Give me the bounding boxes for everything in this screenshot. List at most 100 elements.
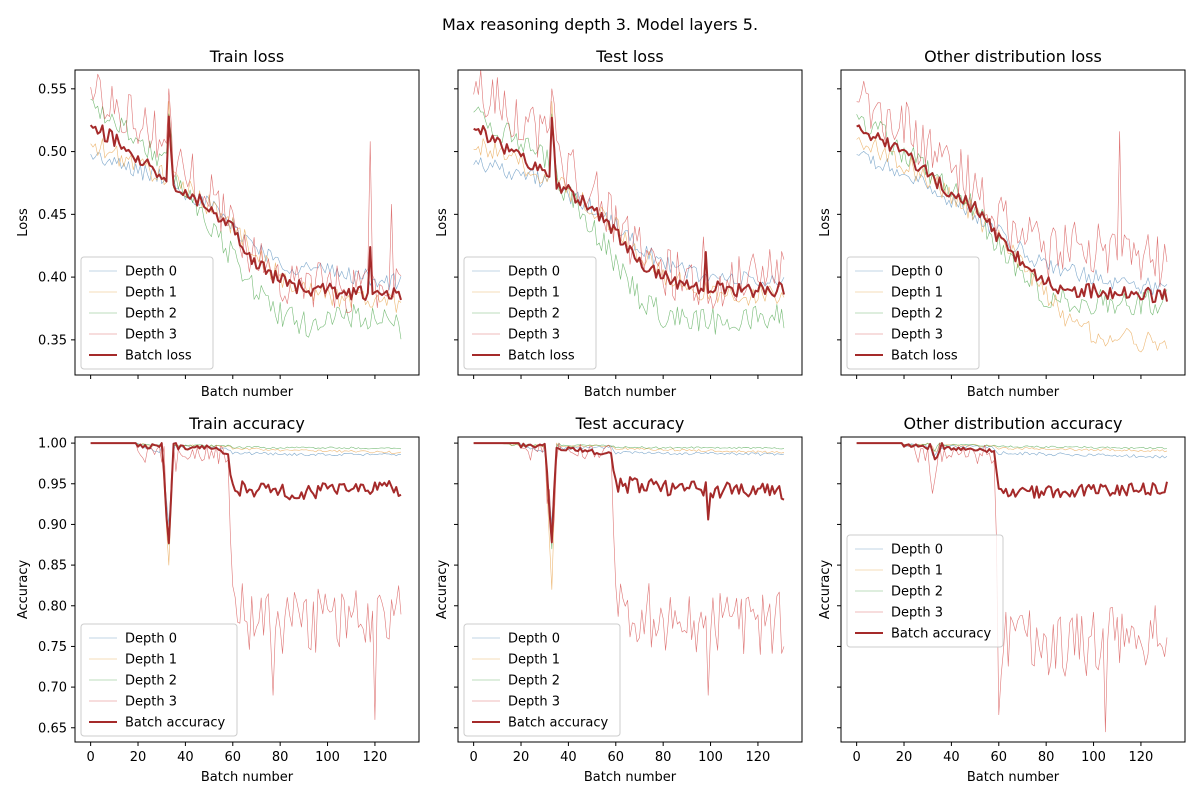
y-tick-label: 0.35 xyxy=(38,333,67,348)
series-line-depth-1 xyxy=(473,442,785,590)
series-line-depth-1 xyxy=(90,101,402,313)
y-tick-label: 0.90 xyxy=(38,518,67,533)
series-line-depth-1 xyxy=(90,442,402,566)
subplot-title: Other distribution accuracy xyxy=(904,414,1123,433)
figure-title: Max reasoning depth 3. Model layers 5. xyxy=(442,15,758,34)
subplot-4: Train accuracy 0 20 40 60 80 100 120 0.65 0.70 0.7… xyxy=(16,414,420,785)
y-axis-label: Accuracy xyxy=(16,560,31,620)
legend-label: Batch loss xyxy=(508,349,575,364)
legend-label: Depth 1 xyxy=(508,286,560,301)
legend-label: Depth 0 xyxy=(125,265,177,280)
y-tick-label: 0.70 xyxy=(38,681,67,696)
legend-box xyxy=(80,256,214,370)
axes-frame xyxy=(74,69,420,376)
legend: Depth 0 Depth 1 Depth 2 Depth 3 Batch loss xyxy=(846,256,980,370)
subplot-title: Train loss xyxy=(209,47,284,66)
subplot-5: Test accuracy 0 20 40 60 80 100 120 Batch number… xyxy=(435,414,803,785)
subplot-title: Train accuracy xyxy=(188,414,305,433)
x-tick-label: 120 xyxy=(1129,750,1154,765)
series-line-depth-3 xyxy=(856,442,1168,733)
legend-box xyxy=(80,623,238,737)
y-axis-label: Accuracy xyxy=(818,560,833,620)
axes-frame xyxy=(840,436,1186,743)
series-line-batch-loss xyxy=(473,116,785,299)
legend-label: Depth 1 xyxy=(125,653,177,668)
legend-label: Depth 0 xyxy=(508,632,560,647)
legend-label: Depth 1 xyxy=(891,564,943,579)
x-tick-label: 0 xyxy=(86,750,94,765)
series-lines xyxy=(473,70,785,335)
x-axis-label: Batch number xyxy=(584,385,677,400)
legend-box xyxy=(463,623,621,737)
legend-box xyxy=(846,256,980,370)
legend-label: Depth 2 xyxy=(891,307,943,322)
series-line-batch-accuracy xyxy=(90,442,402,545)
x-axis-label: Batch number xyxy=(201,385,294,400)
x-tick-label: 100 xyxy=(698,750,723,765)
x-tick-label: 40 xyxy=(943,750,960,765)
series-lines xyxy=(856,80,1168,353)
axes-frame xyxy=(840,69,1186,376)
legend-label: Depth 3 xyxy=(125,695,177,710)
y-tick-label: 1.00 xyxy=(38,437,67,452)
series-lines xyxy=(856,442,1168,733)
subplot-6: Other distribution accuracy 0 20 40 60 80 100 1… xyxy=(818,414,1186,785)
axes-frame xyxy=(74,436,420,743)
series-line-depth-3 xyxy=(90,73,402,313)
y-tick-label: 0.95 xyxy=(38,477,67,492)
y-axis-label: Loss xyxy=(818,208,833,237)
series-line-depth-2 xyxy=(473,442,785,550)
legend-label: Depth 2 xyxy=(125,307,177,322)
legend-label: Depth 0 xyxy=(508,265,560,280)
series-line-depth-0 xyxy=(90,442,401,525)
axes-frame xyxy=(457,436,803,743)
legend-label: Depth 2 xyxy=(508,307,560,322)
x-axis-label: Batch number xyxy=(967,770,1060,785)
series-lines xyxy=(89,73,402,340)
legend: Depth 0 Depth 1 Depth 2 Depth 3 Batch accura… xyxy=(463,623,621,737)
subplot-1: Train loss 0.35 0.40 0.45 0.50 0.55 Batch numb… xyxy=(16,47,420,400)
x-tick-label: 40 xyxy=(560,750,577,765)
legend-label: Depth 2 xyxy=(508,674,560,689)
legend-label: Depth 0 xyxy=(891,543,943,558)
x-tick-label: 80 xyxy=(655,750,672,765)
series-line-batch-accuracy xyxy=(856,442,1168,499)
x-axis-label: Batch number xyxy=(584,770,677,785)
legend-label: Depth 3 xyxy=(508,328,560,343)
legend-label: Batch accuracy xyxy=(125,716,225,731)
x-tick-label: 60 xyxy=(991,750,1008,765)
x-tick-label: 120 xyxy=(363,750,388,765)
legend-label: Depth 3 xyxy=(125,328,177,343)
legend: Depth 0 Depth 1 Depth 2 Depth 3 Batch accura… xyxy=(80,623,238,737)
legend-label: Depth 3 xyxy=(891,328,943,343)
legend: Depth 0 Depth 1 Depth 2 Depth 3 Batch loss xyxy=(80,256,214,370)
legend-label: Depth 1 xyxy=(125,286,177,301)
x-tick-label: 120 xyxy=(746,750,771,765)
series-line-depth-2 xyxy=(90,442,402,546)
subplot-3: Other distribution loss Batch number Loss D… xyxy=(818,47,1186,400)
series-lines xyxy=(90,442,402,720)
x-tick-label: 20 xyxy=(130,750,147,765)
x-tick-label: 20 xyxy=(513,750,530,765)
x-tick-label: 40 xyxy=(177,750,194,765)
x-axis-label: Batch number xyxy=(967,385,1060,400)
axes-frame xyxy=(457,69,803,376)
legend-label: Depth 0 xyxy=(125,632,177,647)
legend-box xyxy=(846,534,1004,648)
legend-label: Batch loss xyxy=(125,349,192,364)
y-tick-label: 0.65 xyxy=(38,721,67,736)
legend-label: Depth 2 xyxy=(125,674,177,689)
legend: Depth 0 Depth 1 Depth 2 Depth 3 Batch accura… xyxy=(846,534,1004,648)
legend-label: Depth 3 xyxy=(508,695,560,710)
x-axis-label: Batch number xyxy=(201,770,294,785)
subplot-title: Test loss xyxy=(595,47,664,66)
subplot-title: Test accuracy xyxy=(575,414,685,433)
y-tick-label: 0.50 xyxy=(38,145,67,160)
subplot-title: Other distribution loss xyxy=(924,47,1102,66)
series-line-depth-3 xyxy=(473,70,785,309)
x-tick-label: 100 xyxy=(315,750,340,765)
x-tick-label: 80 xyxy=(272,750,289,765)
y-tick-label: 0.40 xyxy=(38,271,67,286)
legend-label: Depth 1 xyxy=(508,653,560,668)
